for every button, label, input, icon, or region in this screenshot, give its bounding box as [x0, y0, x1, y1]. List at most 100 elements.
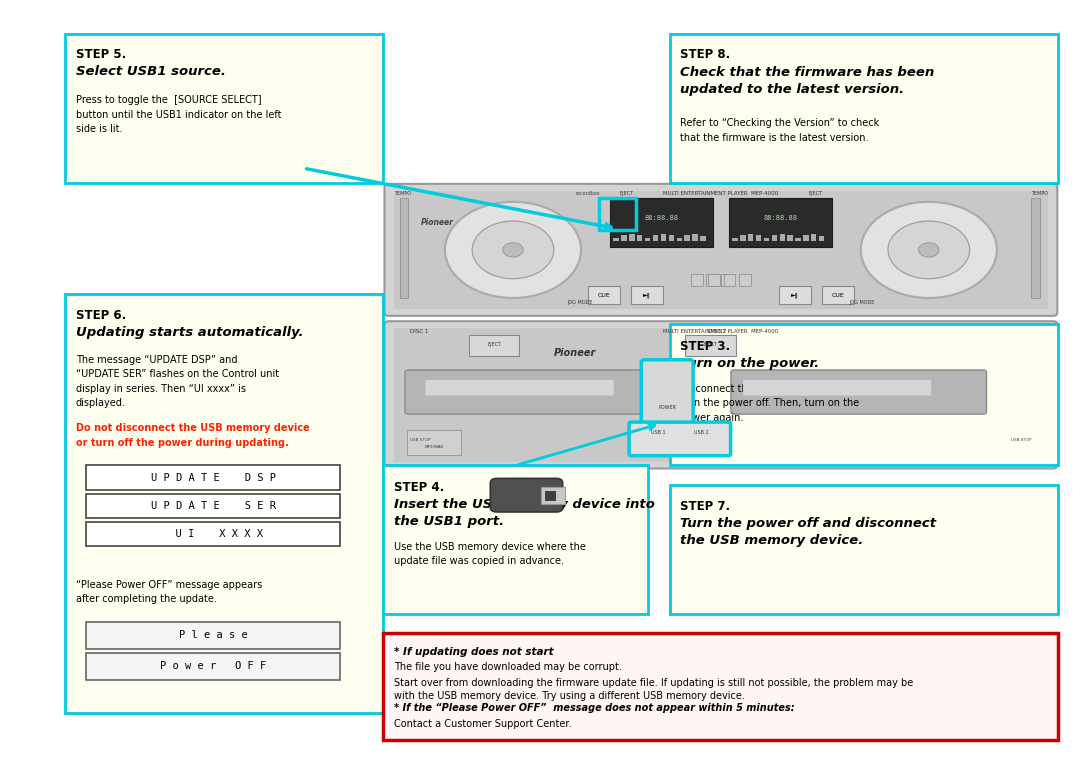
- FancyBboxPatch shape: [541, 487, 565, 504]
- FancyBboxPatch shape: [729, 198, 832, 247]
- Text: Pioneer: Pioneer: [421, 217, 454, 227]
- FancyBboxPatch shape: [630, 233, 635, 241]
- Text: MULTI ENTERTAINMENT PLAYER  MEP-4000: MULTI ENTERTAINMENT PLAYER MEP-4000: [663, 329, 779, 334]
- Text: Check that the firmware has been
updated to the latest version.: Check that the firmware has been updated…: [680, 66, 934, 96]
- Text: Press to toggle the  [SOURCE SELECT]
button until the USB1 indicator on the left: Press to toggle the [SOURCE SELECT] butt…: [76, 95, 281, 134]
- Text: CUE: CUE: [832, 293, 845, 298]
- Text: Use the USB memory device where the
update file was copied in advance.: Use the USB memory device where the upda…: [394, 542, 586, 566]
- Text: TEMPO: TEMPO: [394, 191, 411, 196]
- FancyBboxPatch shape: [732, 238, 738, 241]
- Text: USB 1: USB 1: [651, 430, 665, 435]
- FancyBboxPatch shape: [86, 494, 340, 518]
- FancyBboxPatch shape: [764, 238, 769, 241]
- Text: TEMPO: TEMPO: [1030, 191, 1048, 196]
- FancyBboxPatch shape: [708, 274, 720, 286]
- FancyBboxPatch shape: [613, 238, 619, 241]
- Text: JOG MODE: JOG MODE: [567, 300, 592, 305]
- FancyBboxPatch shape: [65, 294, 383, 713]
- Text: EJECT: EJECT: [808, 191, 823, 196]
- Text: USB STOP: USB STOP: [1011, 438, 1031, 442]
- FancyBboxPatch shape: [731, 370, 986, 414]
- Text: with the USB memory device. Try using a different USB memory device.: with the USB memory device. Try using a …: [394, 691, 745, 700]
- Text: MP3/WAV: MP3/WAV: [424, 445, 444, 449]
- FancyBboxPatch shape: [86, 653, 340, 680]
- Text: Refer to “Checking the Version” to check
that the firmware is the latest version: Refer to “Checking the Version” to check…: [680, 118, 879, 143]
- FancyBboxPatch shape: [676, 238, 681, 241]
- FancyBboxPatch shape: [685, 234, 690, 241]
- FancyBboxPatch shape: [394, 328, 1048, 462]
- FancyBboxPatch shape: [779, 286, 811, 304]
- FancyBboxPatch shape: [631, 286, 663, 304]
- FancyBboxPatch shape: [787, 235, 793, 241]
- FancyBboxPatch shape: [772, 235, 778, 241]
- FancyBboxPatch shape: [795, 238, 800, 241]
- Text: The message “UPDATE DSP” and
“UPDATE SER” flashes on the Control unit
display in: The message “UPDATE DSP” and “UPDATE SER…: [76, 355, 279, 408]
- FancyBboxPatch shape: [652, 235, 658, 241]
- Circle shape: [888, 221, 970, 278]
- Text: P o w e r   O F F: P o w e r O F F: [160, 662, 267, 671]
- FancyBboxPatch shape: [743, 380, 931, 395]
- FancyBboxPatch shape: [669, 235, 674, 241]
- FancyBboxPatch shape: [740, 235, 745, 241]
- Text: ►‖: ►‖: [791, 292, 799, 298]
- FancyBboxPatch shape: [739, 274, 751, 286]
- FancyBboxPatch shape: [637, 235, 643, 241]
- FancyBboxPatch shape: [670, 324, 1058, 465]
- FancyBboxPatch shape: [822, 286, 854, 304]
- Text: STEP 5.: STEP 5.: [76, 48, 126, 61]
- FancyBboxPatch shape: [642, 360, 693, 426]
- Text: Turn the power off and disconnect
the USB memory device.: Turn the power off and disconnect the US…: [680, 517, 936, 547]
- Text: * If the “Please Power OFF”  message does not appear within 5 minutes:: * If the “Please Power OFF” message does…: [394, 703, 795, 713]
- FancyBboxPatch shape: [384, 184, 1057, 316]
- FancyBboxPatch shape: [384, 321, 1057, 468]
- Circle shape: [472, 221, 554, 278]
- FancyBboxPatch shape: [65, 34, 383, 183]
- FancyBboxPatch shape: [1031, 198, 1040, 298]
- Text: U P D A T E    S E R: U P D A T E S E R: [151, 501, 275, 511]
- Circle shape: [445, 202, 581, 298]
- FancyBboxPatch shape: [490, 478, 563, 512]
- FancyBboxPatch shape: [469, 335, 519, 356]
- Text: recordbox: recordbox: [576, 191, 600, 196]
- FancyBboxPatch shape: [86, 622, 340, 649]
- FancyBboxPatch shape: [86, 465, 340, 490]
- FancyBboxPatch shape: [721, 274, 733, 286]
- Text: ►‖: ►‖: [643, 292, 651, 298]
- Text: Turn on the power.: Turn on the power.: [680, 357, 820, 370]
- FancyBboxPatch shape: [811, 233, 816, 241]
- FancyBboxPatch shape: [748, 233, 754, 241]
- FancyBboxPatch shape: [621, 235, 626, 241]
- Text: Contact a Customer Support Center.: Contact a Customer Support Center.: [394, 719, 571, 729]
- FancyBboxPatch shape: [692, 233, 698, 241]
- Text: “Please Power OFF” message appears
after completing the update.: “Please Power OFF” message appears after…: [76, 580, 261, 604]
- Text: U I    X X X X: U I X X X X: [163, 529, 264, 539]
- Text: STEP 3.: STEP 3.: [680, 340, 730, 353]
- Text: USB 2: USB 2: [694, 430, 708, 435]
- Text: STEP 7.: STEP 7.: [680, 500, 730, 513]
- FancyBboxPatch shape: [670, 34, 1058, 183]
- FancyBboxPatch shape: [700, 236, 705, 241]
- Text: 88:88.88: 88:88.88: [764, 214, 797, 221]
- FancyBboxPatch shape: [670, 485, 1058, 614]
- FancyBboxPatch shape: [426, 380, 613, 395]
- FancyBboxPatch shape: [819, 236, 824, 241]
- Text: Pioneer: Pioneer: [554, 347, 596, 358]
- Text: 88:88.88: 88:88.88: [645, 214, 678, 221]
- Circle shape: [861, 202, 997, 298]
- Text: STEP 4.: STEP 4.: [394, 481, 445, 494]
- Text: EJECT: EJECT: [703, 343, 717, 347]
- Text: EJECT: EJECT: [619, 191, 634, 196]
- Text: Do not disconnect the USB memory device
or turn off the power during updating.: Do not disconnect the USB memory device …: [76, 423, 309, 448]
- FancyBboxPatch shape: [661, 233, 666, 241]
- FancyBboxPatch shape: [691, 274, 703, 286]
- FancyBboxPatch shape: [706, 274, 718, 286]
- Text: DISC 1: DISC 1: [410, 329, 429, 334]
- Text: DISC 2: DISC 2: [707, 329, 726, 334]
- Text: Select USB1 source.: Select USB1 source.: [76, 65, 226, 78]
- Text: USB STOP: USB STOP: [410, 438, 431, 442]
- Text: STEP 8.: STEP 8.: [680, 48, 731, 61]
- FancyBboxPatch shape: [610, 198, 713, 247]
- Text: Updating starts automatically.: Updating starts automatically.: [76, 326, 303, 339]
- Circle shape: [919, 243, 939, 257]
- FancyBboxPatch shape: [756, 235, 761, 241]
